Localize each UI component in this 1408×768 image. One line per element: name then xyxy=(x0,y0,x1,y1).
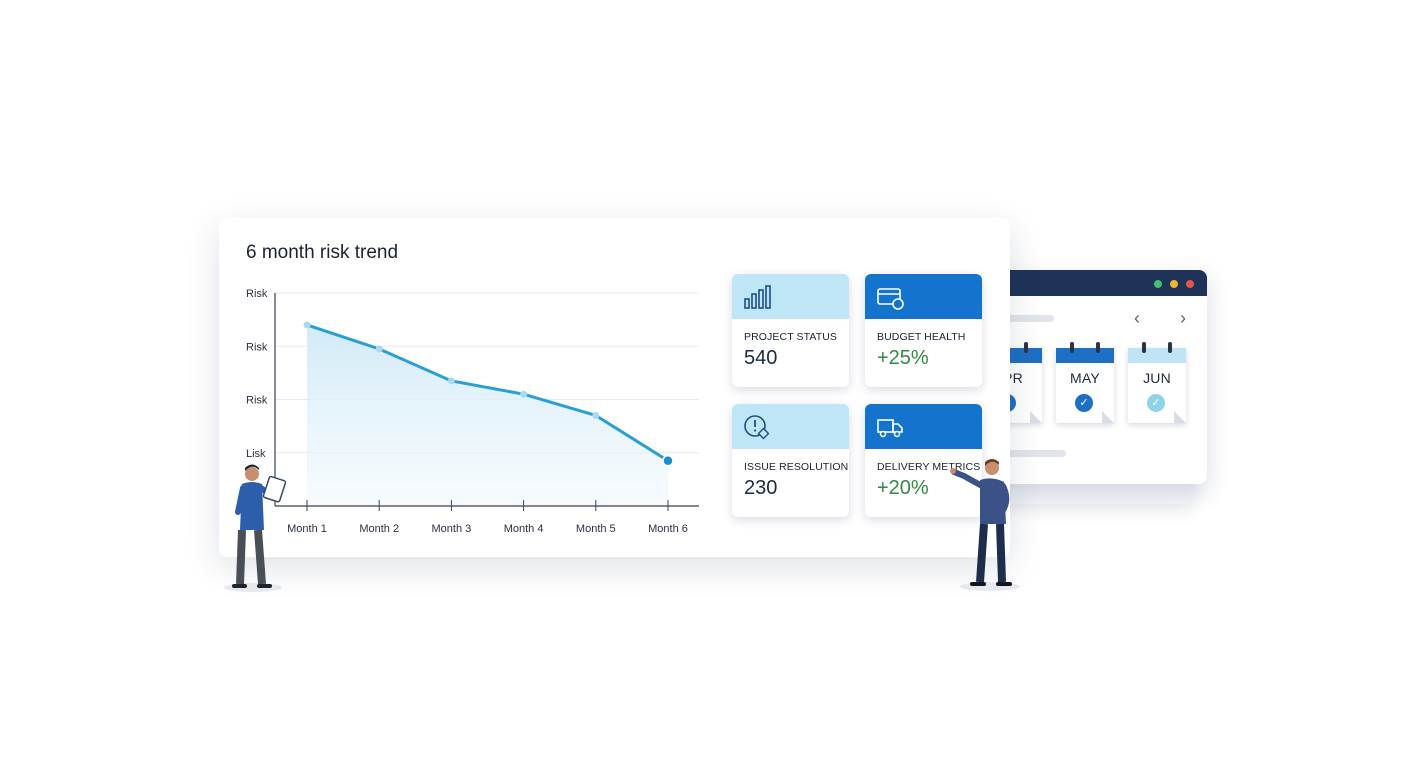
check-icon: ✓ xyxy=(1147,394,1165,412)
tile-label: ISSUE RESOLUTION xyxy=(744,461,849,473)
tile-label: BUDGET HEALTH xyxy=(877,331,966,343)
data-point xyxy=(447,377,455,385)
y-tick-label: Risk xyxy=(246,395,268,407)
tile-value: +25% xyxy=(877,347,929,369)
data-point xyxy=(375,345,383,353)
tile-label: PROJECT STATUS xyxy=(744,331,837,343)
window-minimize-dot[interactable] xyxy=(1170,280,1178,288)
tile-project-status[interactable]: PROJECT STATUS 540 xyxy=(732,274,849,387)
dashboard-card: 6 month risk trend Risk Risk Risk Lisk Month… xyxy=(219,218,1010,557)
month-label: JUN xyxy=(1143,370,1171,386)
chart-title: 6 month risk trend xyxy=(246,242,399,263)
calendar-window: ‹ › PR ✓ MAY ✓ JUN ✓ xyxy=(990,270,1207,484)
month-card-jun[interactable]: JUN ✓ xyxy=(1128,342,1186,423)
shadow xyxy=(960,582,1020,591)
person-pointing-illustration xyxy=(950,459,1012,586)
window-maximize-dot[interactable] xyxy=(1154,280,1162,288)
window-close-dot[interactable] xyxy=(1186,280,1194,288)
y-tick-label: Risk xyxy=(246,341,268,353)
calendar-titlebar xyxy=(990,270,1207,296)
tile-budget-health[interactable]: BUDGET HEALTH +25% xyxy=(865,274,982,387)
risk-line xyxy=(305,323,670,463)
risk-area xyxy=(307,324,668,506)
y-tick-label: Lisk xyxy=(246,448,266,460)
shadow xyxy=(224,583,282,592)
wallet-icon xyxy=(877,288,904,310)
x-tick-label: Month 3 xyxy=(432,523,472,535)
bar-chart-icon xyxy=(744,285,771,309)
calendar-prev-button[interactable]: ‹ xyxy=(1134,308,1140,328)
month-card-may[interactable]: MAY ✓ xyxy=(1056,342,1114,423)
x-tick-label: Month 2 xyxy=(359,523,399,535)
truck-icon xyxy=(877,419,903,438)
tile-value: 540 xyxy=(744,347,778,369)
calendar-next-button[interactable]: › xyxy=(1180,308,1186,328)
x-tick-label: Month 5 xyxy=(576,523,616,535)
data-point xyxy=(520,390,528,398)
x-tick-label: Month 6 xyxy=(648,523,688,535)
y-tick-label: Risk xyxy=(246,288,268,300)
tile-issue-resolution[interactable]: ISSUE RESOLUTION 230 xyxy=(732,404,849,517)
month-label: MAY xyxy=(1070,370,1100,386)
x-tick-label: Month 4 xyxy=(504,523,544,535)
calendar-placeholder-bar xyxy=(1000,315,1054,322)
tile-value: 230 xyxy=(744,477,778,499)
person-with-tablet-illustration xyxy=(232,464,287,588)
risk-trend-chart: Risk Risk Risk Lisk Month 1 Month 2 Month 3 Mon… xyxy=(246,288,699,535)
calendar-placeholder-bar xyxy=(1000,450,1066,457)
data-point xyxy=(662,454,674,467)
x-tick-label: Month 1 xyxy=(287,523,327,535)
data-point xyxy=(592,411,600,419)
alert-clock-icon xyxy=(744,415,770,440)
tile-value: +20% xyxy=(877,477,929,499)
data-point xyxy=(303,321,311,329)
check-icon: ✓ xyxy=(1075,394,1093,412)
